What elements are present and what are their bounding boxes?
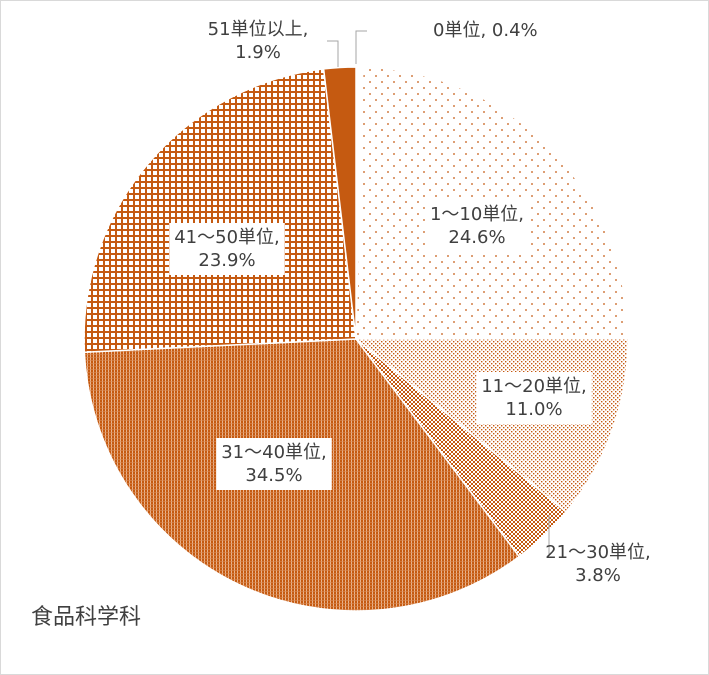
leader-line-7 <box>327 40 339 67</box>
label-background <box>424 200 530 252</box>
slice-value-text: 11.0% <box>505 399 562 420</box>
label-background <box>216 438 332 490</box>
data-label-4: 21～30単位,3.8% <box>545 542 651 586</box>
pie-slice-7 <box>322 66 357 340</box>
data-label-5: 31～40単位,34.5% <box>216 438 332 490</box>
data-label-6: 41～50単位,23.9% <box>169 223 285 275</box>
pie-slice-6 <box>83 68 357 354</box>
label-background <box>476 372 592 424</box>
leader-lines <box>327 30 550 555</box>
label-background <box>169 223 285 275</box>
slice-value-text: 3.8% <box>575 565 621 586</box>
slice-label-text: 11～20単位, <box>481 376 587 397</box>
leader-line-1 <box>355 30 367 64</box>
slice-label-text: 0単位, 0.4% <box>433 20 538 41</box>
data-labels: 0単位, 0.4% 1～10単位,24.6% 11～20単位,11.0% 21～30単… <box>169 19 651 586</box>
slice-label-text: 31～40単位, <box>221 442 327 463</box>
data-label-2: 1～10単位,24.6% <box>424 200 530 252</box>
subject-label: 食品科学科 <box>31 605 142 630</box>
slice-label-text: 51単位以上, <box>208 19 309 40</box>
slice-value-text: 1.9% <box>235 42 281 63</box>
slice-label-text: 21～30単位, <box>545 542 651 563</box>
data-label-3: 11～20単位,11.0% <box>476 372 592 424</box>
slice-value-text: 24.6% <box>448 227 505 248</box>
slice-value-text: 34.5% <box>245 465 302 486</box>
pie-slices <box>83 66 629 612</box>
data-label-1: 0単位, 0.4% <box>433 20 538 41</box>
slice-value-text: 23.9% <box>198 250 255 271</box>
slice-label-text: 41～50単位, <box>174 227 280 248</box>
slice-label-text: 1～10単位, <box>430 204 524 225</box>
data-label-7: 51単位以上,1.9% <box>208 19 309 63</box>
